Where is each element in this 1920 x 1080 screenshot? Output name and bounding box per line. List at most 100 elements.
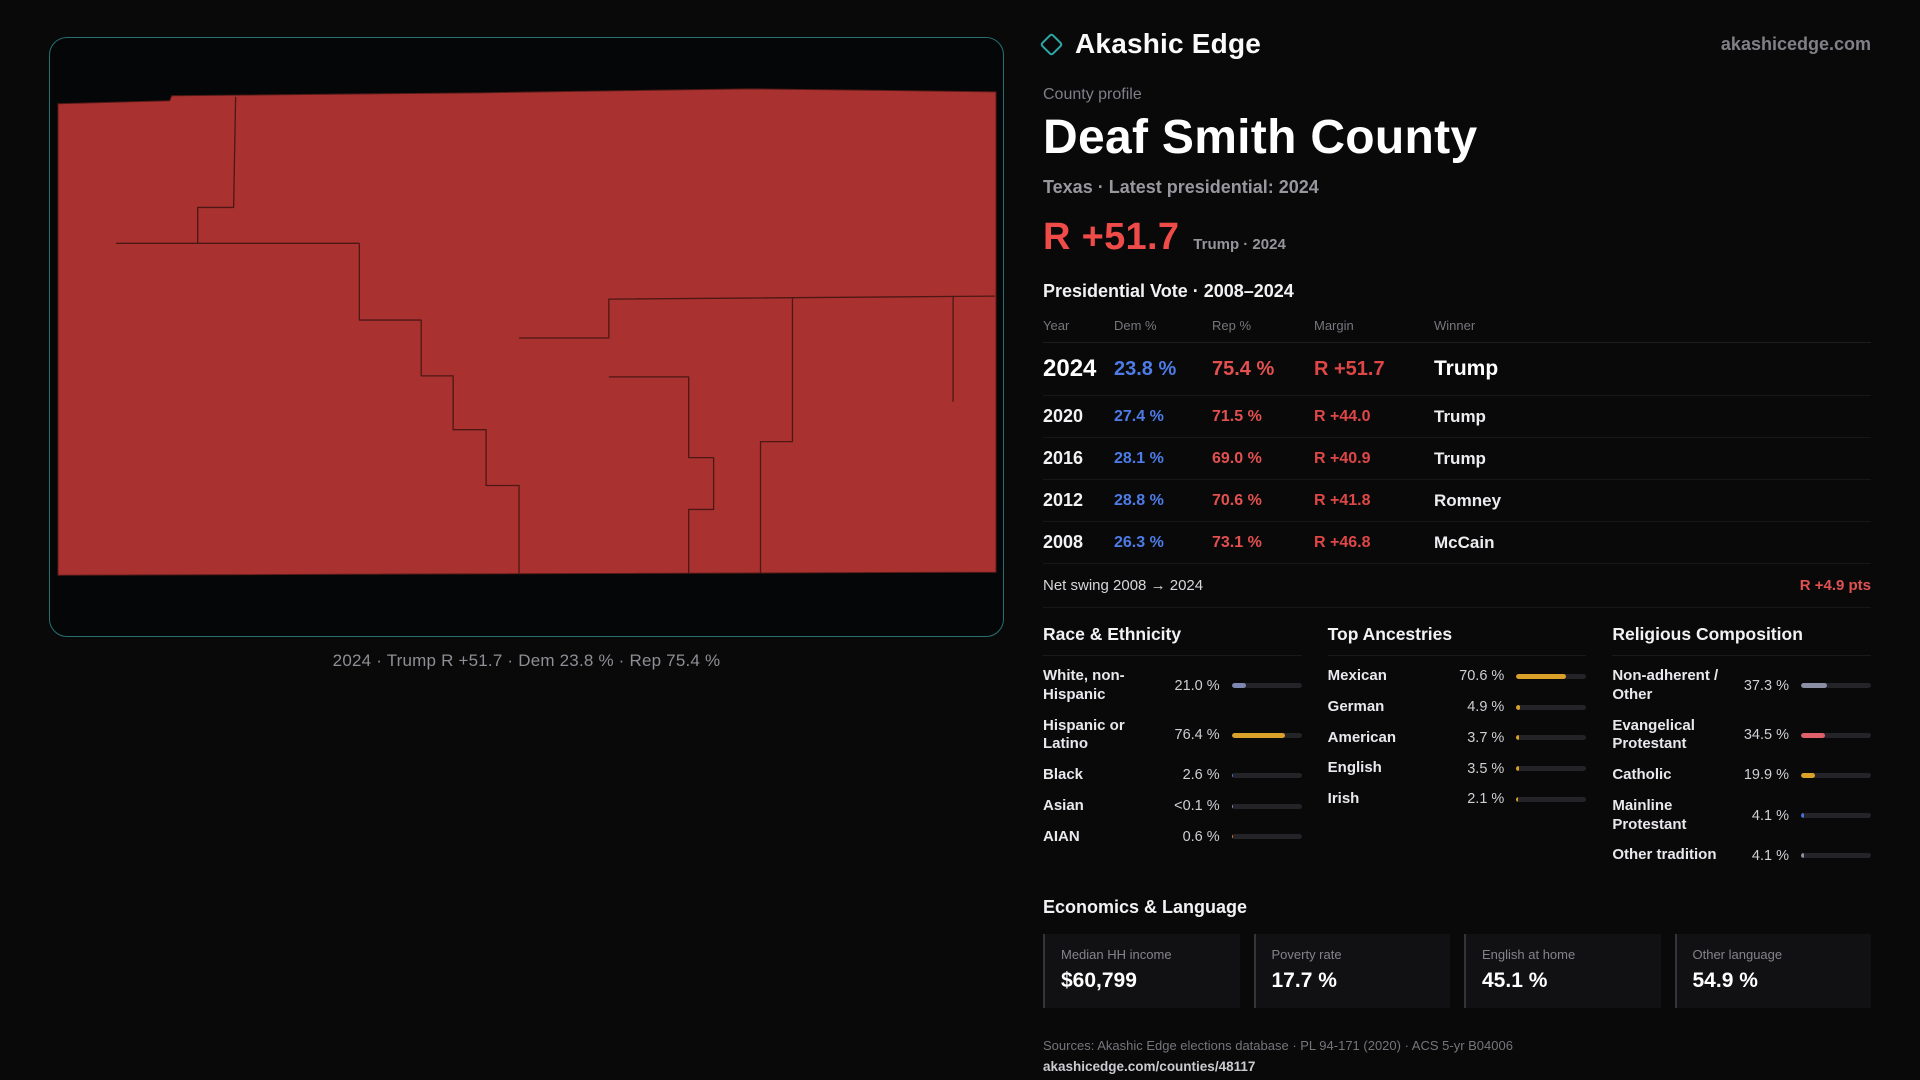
demo-value: 34.5 % <box>1743 727 1789 744</box>
demo-bar-track <box>1516 735 1587 741</box>
demo-value: <0.1 % <box>1174 798 1220 815</box>
brand-diamond-icon <box>1039 31 1064 57</box>
net-swing-row: Net swing 2008 → 2024 R +4.9 pts <box>1043 564 1871 608</box>
vote-row-2008: 2008 26.3 % 73.1 % R +46.8 McCain <box>1043 522 1871 564</box>
stat-card-english-at-home: English at home 45.1 % <box>1464 934 1661 1008</box>
demo-label: Catholic <box>1612 766 1672 783</box>
vote-winner: Trump <box>1434 357 1499 380</box>
vote-margin: R +40.9 <box>1314 449 1371 467</box>
demo-label: Mainline Protestant <box>1612 796 1687 833</box>
vote-table-header: Year Dem % Rep % Margin Winner <box>1043 318 1871 343</box>
headline-margin-block: R +51.7 Trump · 2024 <box>1043 216 1871 259</box>
vote-winner: McCain <box>1434 532 1495 552</box>
vote-dem-pct: 28.8 % <box>1114 491 1164 509</box>
demo-value: 0.6 % <box>1182 828 1220 845</box>
vote-rep-pct: 70.6 % <box>1212 491 1262 509</box>
page-title: Deaf Smith County <box>1043 111 1478 164</box>
demo-label: English <box>1327 759 1382 777</box>
county-map-svg <box>57 88 997 576</box>
vote-year: 2020 <box>1043 406 1084 426</box>
vote-rep-pct: 69.0 % <box>1212 449 1262 467</box>
header: Akashic Edge akashicedge.com <box>1039 28 1871 60</box>
demo-row: American 3.7 % <box>1328 723 1587 754</box>
vote-winner: Trump <box>1434 406 1486 426</box>
net-swing-label: Net swing 2008 → 2024 <box>1043 577 1204 594</box>
demo-row: Non-adherent / Other 37.3 % <box>1612 661 1871 711</box>
col-header-rep: Rep % <box>1212 318 1252 333</box>
demo-value: 2.6 % <box>1182 767 1220 784</box>
demographics-section: Race & Ethnicity White, non-Hispanic 21.… <box>1043 624 1871 871</box>
demo-value: 76.4 % <box>1174 727 1220 744</box>
demo-bar-fill <box>1231 834 1233 840</box>
headline-margin-caption: Trump · 2024 <box>1193 236 1286 253</box>
demo-bar-track <box>1516 673 1587 679</box>
stat-card-other-language: Other language 54.9 % <box>1674 934 1871 1008</box>
stat-value: $60,799 <box>1061 969 1137 992</box>
vote-dem-pct: 23.8 % <box>1114 357 1177 380</box>
demo-row: Irish 2.1 % <box>1328 784 1587 815</box>
demo-label: Other tradition <box>1612 846 1717 864</box>
demo-row: Black 2.6 % <box>1043 760 1302 791</box>
precinct-boundaries <box>115 96 996 574</box>
demo-value: 4.9 % <box>1467 699 1505 716</box>
county-map-panel <box>49 37 1004 637</box>
demo-row: Hispanic or Latino 76.4 % <box>1043 711 1302 761</box>
demo-bar-fill <box>1516 766 1519 772</box>
religion-rows: Non-adherent / Other 37.3 % Evangelical … <box>1612 661 1871 871</box>
col-header-margin: Margin <box>1314 318 1354 333</box>
demo-bar-track <box>1516 796 1587 802</box>
demo-row: Catholic 19.9 % <box>1612 760 1871 791</box>
demo-row: AIAN 0.6 % <box>1043 822 1302 853</box>
ancestries-column: Top Ancestries Mexican 70.6 % German 4.9… <box>1327 624 1587 871</box>
vote-year: 2016 <box>1043 448 1084 468</box>
demo-bar-fill <box>1516 735 1519 741</box>
demo-value: 19.9 % <box>1743 767 1789 784</box>
demo-bar-fill <box>1800 772 1815 778</box>
demo-label: Hispanic or Latino <box>1043 716 1125 753</box>
vote-rep-pct: 73.1 % <box>1212 533 1262 551</box>
stat-label: Median HH income <box>1061 947 1172 962</box>
demo-value: 37.3 % <box>1743 677 1789 694</box>
vote-dem-pct: 28.1 % <box>1114 449 1164 467</box>
vote-margin: R +51.7 <box>1314 357 1385 380</box>
demo-label: Evangelical Protestant <box>1612 716 1695 753</box>
demo-bar-track <box>1231 834 1302 840</box>
demo-bar-track <box>1516 766 1587 772</box>
demo-bar-fill <box>1231 772 1234 778</box>
race-ethnicity-title: Race & Ethnicity <box>1043 624 1302 656</box>
demo-bar-track <box>1516 704 1587 710</box>
vote-dem-pct: 26.3 % <box>1114 533 1164 551</box>
stat-label: Other language <box>1692 947 1783 962</box>
vote-year: 2012 <box>1043 490 1084 510</box>
demo-row: Other tradition 4.1 % <box>1612 840 1871 871</box>
demo-bar-track <box>1231 803 1302 809</box>
demo-bar-fill <box>1800 813 1804 818</box>
demo-bar-track <box>1800 683 1871 689</box>
demo-label: Irish <box>1327 790 1360 807</box>
demo-bar-fill <box>1800 732 1826 738</box>
demo-bar-fill <box>1231 732 1286 738</box>
vote-table-title: Presidential Vote · 2008–2024 <box>1043 281 1294 301</box>
demo-row: Evangelical Protestant 34.5 % <box>1612 711 1871 761</box>
demo-value: 21.0 % <box>1174 677 1220 694</box>
vote-row-2012: 2012 28.8 % 70.6 % R +41.8 Romney <box>1043 480 1871 522</box>
demo-value: 3.7 % <box>1467 729 1505 746</box>
stat-card-median-income: Median HH income $60,799 <box>1043 934 1240 1008</box>
demo-row: White, non-Hispanic 21.0 % <box>1043 661 1302 711</box>
vote-rep-pct: 71.5 % <box>1212 407 1262 425</box>
demo-label: German <box>1327 697 1385 715</box>
stat-value: 54.9 % <box>1692 969 1758 992</box>
sources-line: Sources: Akashic Edge elections database… <box>1043 1038 1513 1053</box>
demo-label: Mexican <box>1327 667 1387 684</box>
demo-bar-track <box>1231 772 1302 778</box>
col-header-year: Year <box>1043 318 1070 333</box>
demo-value: 4.1 % <box>1751 807 1789 824</box>
demo-bar-track <box>1800 732 1871 738</box>
demo-label: Black <box>1043 766 1084 783</box>
subtitle: Texas · Latest presidential: 2024 <box>1043 177 1319 197</box>
profile-content: Akashic Edge akashicedge.com County prof… <box>1039 28 1871 1074</box>
demo-bar-track <box>1231 683 1302 689</box>
demo-label: Asian <box>1043 796 1084 814</box>
demo-bar-fill <box>1800 683 1828 689</box>
